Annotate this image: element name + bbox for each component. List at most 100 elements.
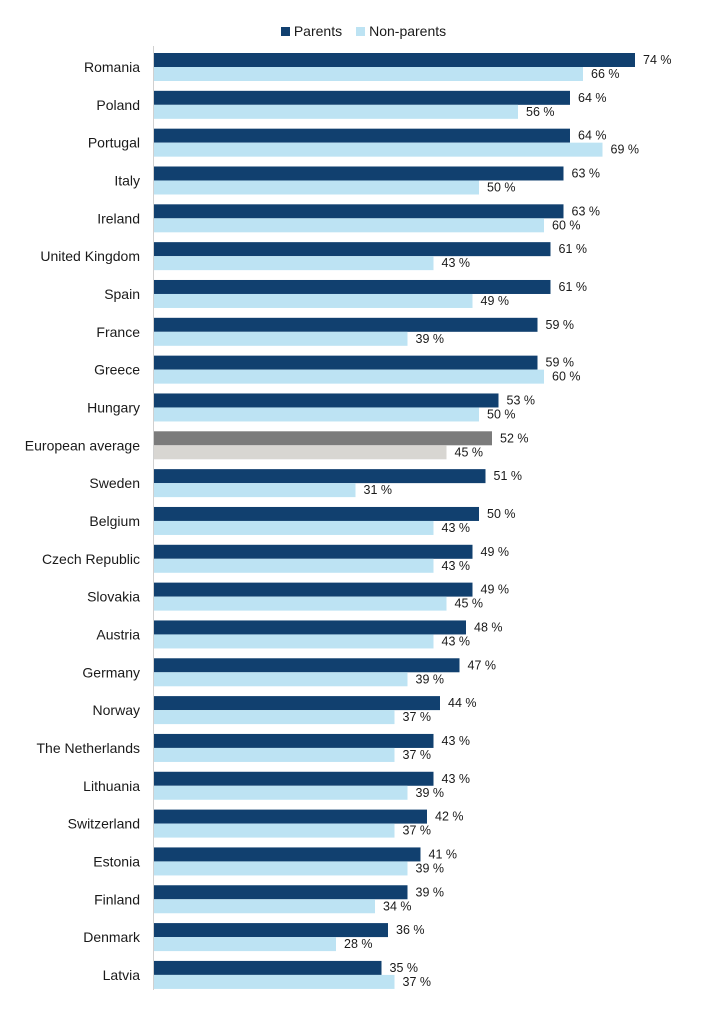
bar-parents-ireland: [154, 204, 564, 219]
bar-parents-denmark: [154, 923, 388, 938]
bar-non-parents-the-netherlands: [154, 747, 395, 762]
category-label-poland: Poland: [96, 97, 140, 113]
bar-non-parents-italy: [154, 180, 479, 195]
value-label-parents-france: 59 %: [546, 318, 575, 332]
value-label-parents-lithuania: 43 %: [442, 772, 471, 786]
bar-parents-portugal: [154, 128, 570, 143]
value-label-non-parents-germany: 39 %: [416, 672, 445, 686]
value-label-non-parents-poland: 56 %: [526, 105, 555, 119]
bar-parents-france: [154, 317, 538, 332]
legend-label-non-parents: Non-parents: [369, 23, 447, 39]
bar-non-parents-spain: [154, 293, 473, 308]
value-label-non-parents-united-kingdom: 43 %: [442, 256, 471, 270]
bar-parents-hungary: [154, 393, 499, 408]
value-label-non-parents-switzerland: 37 %: [403, 824, 432, 838]
bar-non-parents-portugal: [154, 142, 603, 157]
bar-parents-the-netherlands: [154, 733, 434, 748]
category-label-germany: Germany: [82, 664, 140, 680]
category-label-united-kingdom: United Kingdom: [40, 248, 140, 264]
value-label-non-parents-sweden: 31 %: [364, 483, 393, 497]
bar-parents-norway: [154, 696, 440, 711]
category-label-ireland: Ireland: [97, 210, 140, 226]
bar-non-parents-romania: [154, 67, 583, 81]
value-label-non-parents-european-average: 45 %: [455, 445, 484, 459]
legend-label-parents: Parents: [293, 23, 343, 39]
bar-parents-slovakia: [154, 582, 473, 597]
value-label-non-parents-austria: 43 %: [442, 634, 471, 648]
value-label-parents-spain: 61 %: [559, 280, 588, 294]
value-label-non-parents-the-netherlands: 37 %: [403, 748, 432, 762]
bar-non-parents-estonia: [154, 861, 408, 876]
value-label-parents-switzerland: 42 %: [435, 810, 464, 824]
category-label-greece: Greece: [94, 362, 140, 378]
bar-non-parents-latvia: [154, 974, 395, 989]
value-label-non-parents-portugal: 69 %: [611, 143, 640, 157]
category-label-sweden: Sweden: [89, 475, 140, 491]
category-label-spain: Spain: [104, 286, 140, 302]
value-label-parents-norway: 44 %: [448, 696, 477, 710]
bar-non-parents-lithuania: [154, 785, 408, 800]
value-label-parents-sweden: 51 %: [494, 469, 523, 483]
category-label-austria: Austria: [96, 626, 140, 642]
value-label-parents-romania: 74 %: [643, 53, 672, 67]
value-label-parents-finland: 39 %: [416, 885, 445, 899]
value-label-non-parents-hungary: 50 %: [487, 407, 516, 421]
value-label-non-parents-spain: 49 %: [481, 294, 510, 308]
category-label-norway: Norway: [93, 702, 140, 718]
value-label-parents-greece: 59 %: [546, 356, 575, 370]
category-label-portugal: Portugal: [88, 135, 140, 151]
bar-parents-austria: [154, 620, 466, 635]
legend-swatch-non-parents: [356, 26, 366, 36]
bar-parents-spain: [154, 279, 551, 294]
category-label-belgium: Belgium: [89, 513, 140, 529]
bar-non-parents-belgium: [154, 520, 434, 535]
value-label-parents-czech-republic: 49 %: [481, 545, 510, 559]
bar-non-parents-greece: [154, 369, 544, 384]
bar-parents-sweden: [154, 469, 486, 484]
bar-parents-romania: [154, 53, 635, 67]
bar-parents-belgium: [154, 506, 479, 521]
value-label-non-parents-estonia: 39 %: [416, 861, 445, 875]
value-label-parents-denmark: 36 %: [396, 923, 425, 937]
category-label-slovakia: Slovakia: [87, 589, 140, 605]
value-label-parents-estonia: 41 %: [429, 847, 458, 861]
value-label-parents-germany: 47 %: [468, 658, 497, 672]
value-label-parents-belgium: 50 %: [487, 507, 516, 521]
category-label-finland: Finland: [94, 891, 140, 907]
category-label-italy: Italy: [114, 172, 140, 188]
bar-non-parents-poland: [154, 104, 518, 119]
value-label-parents-italy: 63 %: [572, 166, 601, 180]
legend-swatch-parents: [280, 26, 290, 36]
category-label-the-netherlands: The Netherlands: [36, 740, 140, 756]
legend-item-non-parents: Non-parents: [356, 23, 446, 39]
bar-non-parents-france: [154, 331, 408, 346]
value-label-non-parents-latvia: 37 %: [403, 975, 432, 989]
legend-item-parents: Parents: [280, 23, 343, 39]
bar-parents-germany: [154, 658, 460, 673]
legend: Parents Non-parents: [0, 22, 727, 40]
bar-parents-switzerland: [154, 809, 427, 824]
value-label-non-parents-france: 39 %: [416, 332, 445, 346]
bar-non-parents-hungary: [154, 407, 479, 422]
value-label-non-parents-norway: 37 %: [403, 710, 432, 724]
value-label-parents-european-average: 52 %: [500, 431, 529, 445]
value-label-non-parents-lithuania: 39 %: [416, 786, 445, 800]
category-label-lithuania: Lithuania: [83, 778, 140, 794]
bar-parents-latvia: [154, 960, 382, 975]
value-label-parents-portugal: 64 %: [578, 129, 607, 143]
value-label-non-parents-greece: 60 %: [552, 370, 581, 384]
value-label-non-parents-czech-republic: 43 %: [442, 559, 471, 573]
bar-parents-united-kingdom: [154, 242, 551, 257]
category-label-estonia: Estonia: [93, 853, 140, 869]
bar-non-parents-european-average: [154, 445, 447, 460]
bar-non-parents-denmark: [154, 937, 336, 952]
bar-parents-italy: [154, 166, 564, 181]
bar-parents-european-average: [154, 431, 492, 446]
value-label-non-parents-finland: 34 %: [383, 899, 412, 913]
bar-parents-estonia: [154, 847, 421, 862]
value-label-non-parents-ireland: 60 %: [552, 218, 581, 232]
bar-non-parents-austria: [154, 634, 434, 649]
category-label-denmark: Denmark: [83, 929, 141, 945]
category-label-switzerland: Switzerland: [68, 816, 140, 832]
